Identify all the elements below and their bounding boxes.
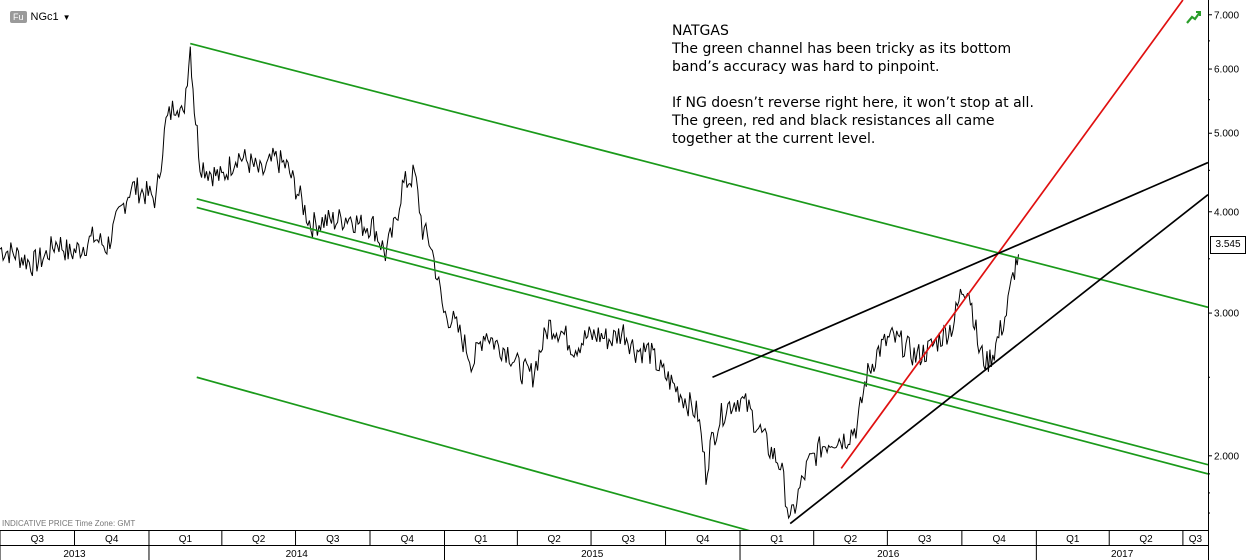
quarter-label: Q3 xyxy=(918,534,932,545)
quarter-label: Q1 xyxy=(179,534,193,545)
annotation-para-2: If NG doesn’t reverse right here, it won… xyxy=(672,95,1034,147)
trend-up-icon[interactable] xyxy=(1186,10,1202,24)
y-tick-label: 3.000 xyxy=(1214,309,1239,320)
quarter-label: Q3 xyxy=(326,534,340,545)
quarter-label: Q2 xyxy=(548,534,562,545)
quarter-label: Q4 xyxy=(992,534,1006,545)
annotation-para-1: The green channel has been tricky as its… xyxy=(672,41,1012,75)
annotation-title: NATGAS xyxy=(672,23,729,39)
black-resistance-line xyxy=(712,161,1208,379)
source-tag: Fu xyxy=(10,11,27,23)
current-price-tag: 3.545 xyxy=(1210,236,1246,254)
year-label: 2014 xyxy=(286,549,309,560)
quarter-label: Q2 xyxy=(1139,534,1153,545)
y-tick-label: 4.000 xyxy=(1214,207,1239,218)
symbol-label[interactable]: NGc1 xyxy=(30,11,59,23)
quarter-label: Q3 xyxy=(31,534,45,545)
quarter-label: Q2 xyxy=(844,534,858,545)
year-label: 2015 xyxy=(581,549,604,560)
quarter-label: Q3 xyxy=(1189,534,1203,545)
quarter-label: Q2 xyxy=(252,534,266,545)
chart-header: Fu NGc1 ▼ xyxy=(10,9,71,25)
green-channel-upper-line xyxy=(190,42,1208,309)
quarter-label: Q1 xyxy=(474,534,488,545)
quarter-label: Q4 xyxy=(401,534,415,545)
quarter-label: Q1 xyxy=(1066,534,1080,545)
dropdown-caret-icon[interactable]: ▼ xyxy=(62,12,71,22)
green-mid-line-2-line xyxy=(196,206,1208,475)
red-trendline-line xyxy=(840,0,1184,469)
quarter-label: Q3 xyxy=(622,534,636,545)
annotation-text: NATGAS The green channel has been tricky… xyxy=(672,22,1052,148)
price-series-ngc1 xyxy=(0,46,1019,520)
y-tick-label: 7.000 xyxy=(1214,10,1239,21)
green-channel-lower-line xyxy=(196,376,750,530)
y-tick-label: 5.000 xyxy=(1214,129,1239,140)
quarter-label: Q4 xyxy=(105,534,119,545)
quarter-label: Q4 xyxy=(696,534,710,545)
y-tick-label: 6.000 xyxy=(1214,65,1239,76)
year-label: 2013 xyxy=(63,549,86,560)
green-mid-line-1-line xyxy=(196,198,1208,466)
year-label: 2016 xyxy=(877,549,900,560)
quarter-label: Q1 xyxy=(770,534,784,545)
black-support-line xyxy=(789,193,1208,525)
year-label: 2017 xyxy=(1111,549,1134,560)
footnote: INDICATIVE PRICE Time Zone: GMT xyxy=(2,519,136,528)
y-tick-label: 2.000 xyxy=(1214,451,1239,462)
